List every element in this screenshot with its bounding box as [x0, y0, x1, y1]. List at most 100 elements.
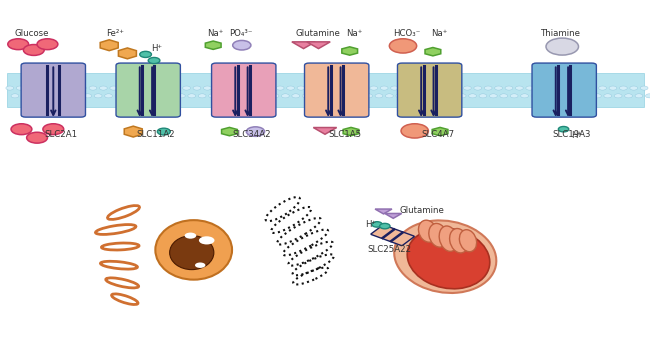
Circle shape	[432, 86, 440, 90]
FancyBboxPatch shape	[532, 63, 597, 117]
Circle shape	[417, 94, 424, 98]
FancyBboxPatch shape	[371, 225, 414, 245]
Text: Na⁺: Na⁺	[431, 30, 447, 38]
Circle shape	[463, 86, 471, 90]
Circle shape	[640, 86, 648, 90]
Circle shape	[193, 86, 201, 90]
Circle shape	[380, 223, 390, 229]
Circle shape	[105, 94, 112, 98]
Text: H⁺: H⁺	[365, 220, 376, 229]
Circle shape	[271, 94, 279, 98]
Circle shape	[469, 94, 476, 98]
Circle shape	[593, 94, 601, 98]
Circle shape	[185, 233, 196, 239]
Text: Fe²⁺: Fe²⁺	[106, 30, 124, 38]
Circle shape	[339, 86, 346, 90]
Circle shape	[365, 94, 372, 98]
Polygon shape	[205, 41, 221, 49]
Circle shape	[195, 262, 205, 268]
Circle shape	[287, 86, 294, 90]
Circle shape	[562, 94, 570, 98]
Polygon shape	[342, 47, 358, 55]
Circle shape	[214, 86, 222, 90]
Circle shape	[609, 86, 617, 90]
Circle shape	[389, 39, 417, 53]
Circle shape	[157, 128, 170, 135]
Text: Na⁺: Na⁺	[346, 30, 363, 38]
Polygon shape	[375, 209, 392, 214]
Circle shape	[558, 126, 569, 132]
Circle shape	[136, 94, 144, 98]
Circle shape	[172, 86, 180, 90]
Text: SLC34A2: SLC34A2	[232, 130, 271, 139]
Circle shape	[245, 86, 253, 90]
Circle shape	[546, 38, 578, 55]
Circle shape	[37, 86, 45, 90]
Circle shape	[240, 94, 248, 98]
Text: HCO₃⁻: HCO₃⁻	[393, 30, 421, 38]
Circle shape	[510, 94, 518, 98]
Text: Glutamine: Glutamine	[296, 30, 341, 38]
Circle shape	[552, 94, 560, 98]
Circle shape	[27, 132, 47, 143]
Circle shape	[323, 94, 331, 98]
Circle shape	[531, 94, 539, 98]
Circle shape	[32, 94, 40, 98]
Text: SLC19A3: SLC19A3	[552, 130, 592, 139]
Circle shape	[630, 86, 638, 90]
Circle shape	[183, 86, 190, 90]
Circle shape	[63, 94, 71, 98]
Text: SLC4A7: SLC4A7	[421, 130, 454, 139]
Circle shape	[6, 86, 14, 90]
Circle shape	[250, 94, 258, 98]
Circle shape	[47, 86, 55, 90]
Circle shape	[573, 94, 580, 98]
FancyBboxPatch shape	[398, 63, 462, 117]
Text: Glutamine: Glutamine	[400, 206, 445, 215]
Polygon shape	[313, 128, 337, 134]
Circle shape	[203, 86, 211, 90]
Circle shape	[604, 94, 612, 98]
Circle shape	[68, 86, 76, 90]
FancyBboxPatch shape	[212, 63, 276, 117]
Circle shape	[500, 94, 508, 98]
Circle shape	[219, 94, 227, 98]
Text: H⁺: H⁺	[571, 132, 582, 140]
Text: Thiamine: Thiamine	[541, 30, 581, 38]
Circle shape	[42, 94, 50, 98]
Circle shape	[536, 86, 544, 90]
Circle shape	[354, 94, 362, 98]
Circle shape	[23, 45, 44, 55]
Circle shape	[344, 94, 352, 98]
Text: SLC11A2: SLC11A2	[136, 130, 176, 139]
Circle shape	[588, 86, 596, 90]
Circle shape	[84, 94, 92, 98]
Circle shape	[372, 222, 382, 227]
Circle shape	[474, 86, 482, 90]
Ellipse shape	[170, 236, 214, 270]
Circle shape	[411, 86, 419, 90]
Circle shape	[53, 94, 60, 98]
Circle shape	[422, 86, 430, 90]
Bar	[6, 73, 644, 107]
Ellipse shape	[419, 220, 437, 242]
Circle shape	[131, 86, 138, 90]
Circle shape	[318, 86, 326, 90]
Circle shape	[625, 94, 632, 98]
Polygon shape	[292, 42, 315, 49]
Circle shape	[21, 94, 29, 98]
Circle shape	[281, 94, 289, 98]
Circle shape	[27, 86, 34, 90]
FancyBboxPatch shape	[116, 63, 180, 117]
Polygon shape	[124, 126, 142, 137]
Circle shape	[406, 94, 414, 98]
Text: H⁺: H⁺	[151, 44, 162, 53]
Circle shape	[359, 86, 367, 90]
Ellipse shape	[155, 220, 232, 279]
Circle shape	[43, 124, 64, 135]
Circle shape	[375, 94, 383, 98]
Circle shape	[125, 94, 133, 98]
Circle shape	[484, 86, 492, 90]
Circle shape	[148, 57, 160, 64]
Polygon shape	[432, 128, 448, 136]
